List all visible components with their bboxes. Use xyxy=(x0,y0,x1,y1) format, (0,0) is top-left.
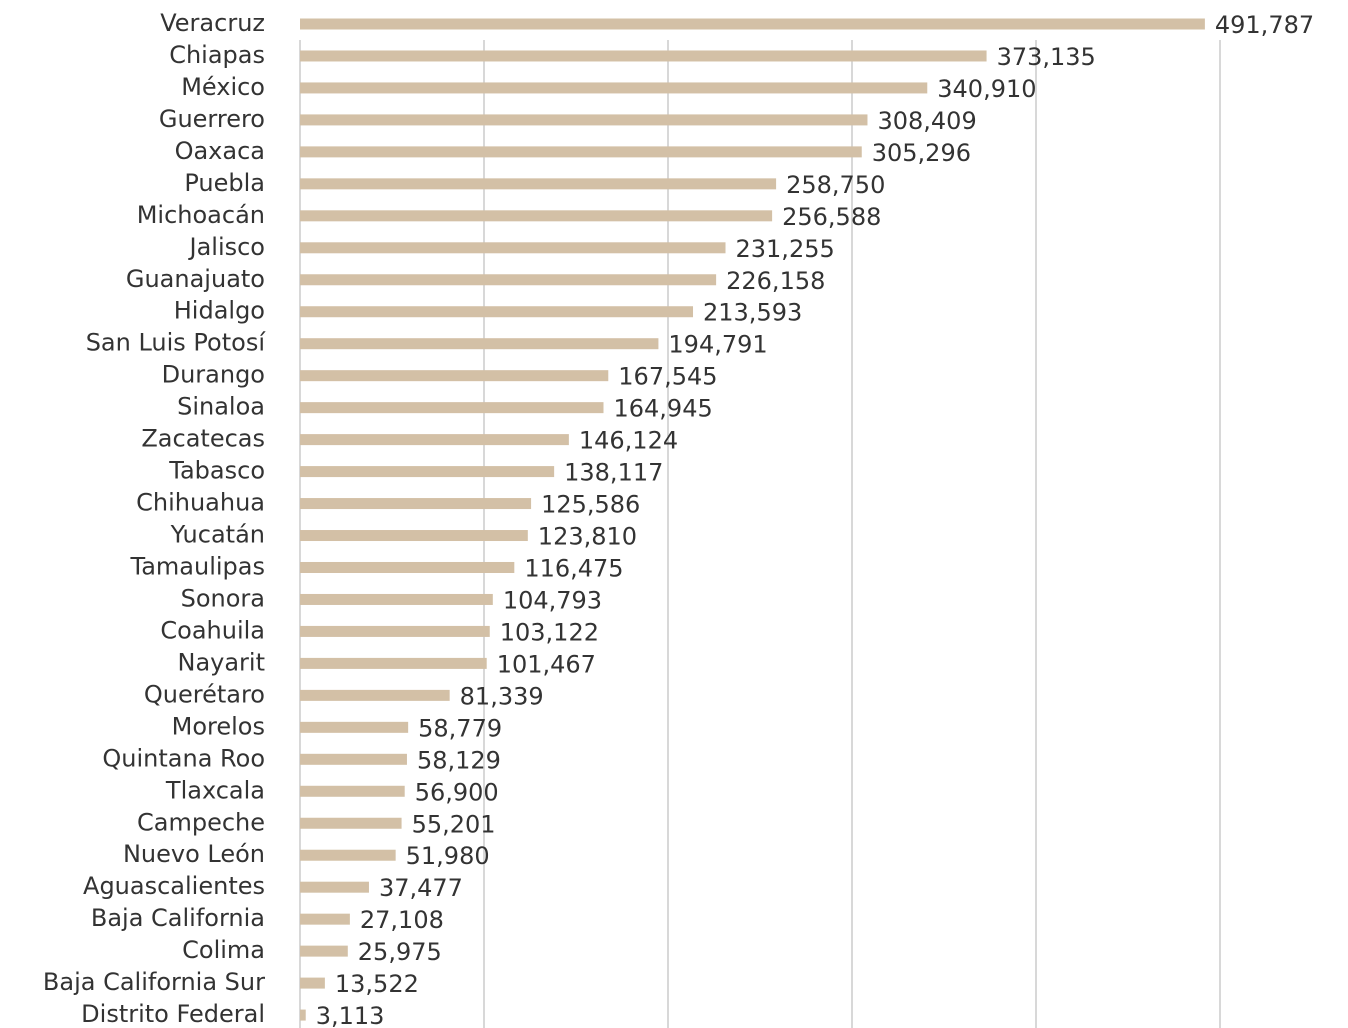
category-label: Baja California Sur xyxy=(43,968,265,996)
value-label: 27,108 xyxy=(360,906,444,934)
category-label: Chiapas xyxy=(169,41,265,69)
category-label: México xyxy=(181,73,265,101)
category-label: Hidalgo xyxy=(174,297,265,325)
category-label: Sonora xyxy=(181,584,265,612)
value-label: 25,975 xyxy=(358,938,442,966)
category-label: Morelos xyxy=(172,712,265,740)
category-label: Colima xyxy=(182,936,265,964)
value-label: 116,475 xyxy=(524,554,623,582)
category-label: Jalisco xyxy=(187,233,265,261)
category-label: Chihuahua xyxy=(136,489,265,517)
bar xyxy=(300,178,777,190)
value-label: 58,129 xyxy=(417,746,501,774)
value-label: 3,113 xyxy=(316,1002,385,1028)
bar xyxy=(300,625,490,637)
value-label: 213,593 xyxy=(703,299,802,327)
category-label: Nayarit xyxy=(177,648,265,676)
bar xyxy=(300,114,868,126)
value-label: 226,158 xyxy=(726,267,825,295)
bar xyxy=(300,466,555,478)
value-label: 258,750 xyxy=(786,171,885,199)
category-label: San Luis Potosí xyxy=(86,329,267,357)
bar xyxy=(300,817,402,829)
value-label: 491,787 xyxy=(1215,11,1314,39)
category-label: Nuevo León xyxy=(123,840,265,868)
bar xyxy=(300,50,987,62)
bar xyxy=(300,689,450,701)
bar xyxy=(300,306,694,318)
category-label: Sinaloa xyxy=(177,393,265,421)
bar xyxy=(300,338,659,350)
category-label: Tlaxcala xyxy=(165,776,265,804)
bar xyxy=(300,210,773,222)
value-label: 340,910 xyxy=(937,75,1036,103)
bar xyxy=(300,1009,306,1021)
bar xyxy=(300,498,532,510)
value-label: 373,135 xyxy=(997,43,1096,71)
bar xyxy=(300,82,928,94)
bar xyxy=(300,977,325,989)
category-label: Yucatán xyxy=(170,521,265,549)
value-label: 231,255 xyxy=(736,235,835,263)
value-label: 101,467 xyxy=(497,650,596,678)
category-label: Guanajuato xyxy=(126,265,265,293)
value-label: 167,545 xyxy=(618,363,717,391)
bar xyxy=(300,657,487,669)
value-label: 256,588 xyxy=(782,203,881,231)
value-label: 81,339 xyxy=(460,682,544,710)
bar xyxy=(300,785,405,797)
value-label: 138,117 xyxy=(564,459,663,487)
category-label: Distrito Federal xyxy=(81,1000,265,1028)
category-label: Coahuila xyxy=(160,616,265,644)
value-label: 125,586 xyxy=(541,491,640,519)
category-label: Campeche xyxy=(137,808,265,836)
value-label: 56,900 xyxy=(415,778,499,806)
bar xyxy=(300,849,396,861)
category-label: Tamaulipas xyxy=(130,552,265,580)
value-label: 164,945 xyxy=(613,395,712,423)
category-label: Puebla xyxy=(184,169,265,197)
value-label: 305,296 xyxy=(872,139,971,167)
value-label: 13,522 xyxy=(335,970,419,998)
value-label: 104,793 xyxy=(503,586,602,614)
category-label: Durango xyxy=(162,361,265,389)
bar xyxy=(300,242,726,254)
bar xyxy=(300,530,528,542)
bar xyxy=(300,402,604,414)
value-label: 123,810 xyxy=(538,523,637,551)
bar xyxy=(300,721,409,733)
value-label: 55,201 xyxy=(412,810,496,838)
bar xyxy=(300,593,493,605)
bar xyxy=(300,146,862,158)
category-label: Oaxaca xyxy=(175,137,265,165)
bar xyxy=(300,274,717,286)
value-label: 194,791 xyxy=(668,331,767,359)
bar xyxy=(300,370,609,382)
value-label: 146,124 xyxy=(579,427,678,455)
bar xyxy=(300,561,515,573)
category-label: Querétaro xyxy=(144,680,265,708)
category-label: Zacatecas xyxy=(141,425,265,453)
value-label: 37,477 xyxy=(379,874,463,902)
bar xyxy=(300,913,350,925)
category-label: Tabasco xyxy=(168,457,265,485)
bar xyxy=(300,881,369,893)
category-label: Aguascalientes xyxy=(83,872,265,900)
bar xyxy=(300,434,569,446)
category-label: Baja California xyxy=(91,904,265,932)
bar xyxy=(300,753,407,765)
category-label: Guerrero xyxy=(159,105,265,133)
value-label: 58,779 xyxy=(418,714,502,742)
value-label: 51,980 xyxy=(406,842,490,870)
category-label: Veracruz xyxy=(160,9,265,37)
value-label: 308,409 xyxy=(877,107,976,135)
value-label: 103,122 xyxy=(500,618,599,646)
bar xyxy=(300,945,348,957)
category-label: Michoacán xyxy=(137,201,265,229)
category-label: Quintana Roo xyxy=(102,744,265,772)
bar xyxy=(300,18,1205,30)
